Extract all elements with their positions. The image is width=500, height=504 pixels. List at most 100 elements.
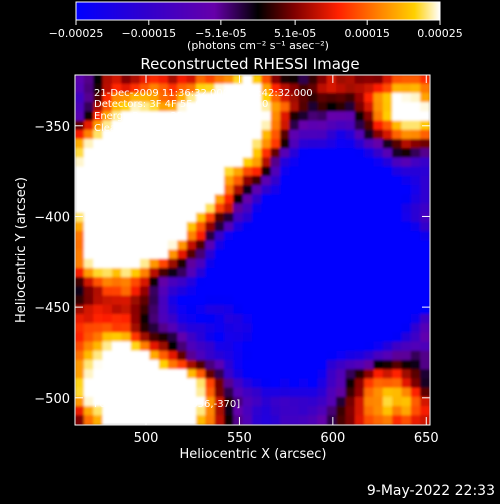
heatmap-cell xyxy=(270,102,282,113)
heatmap-cell xyxy=(401,323,412,334)
heatmap-cell xyxy=(373,129,384,140)
heatmap-cell xyxy=(139,83,151,94)
heatmap-cell xyxy=(93,387,104,398)
heatmap-cell xyxy=(270,277,282,288)
heatmap-cell xyxy=(102,415,113,425)
heatmap-cell xyxy=(252,129,263,140)
heatmap-cell xyxy=(270,378,282,389)
heatmap-cell xyxy=(280,304,291,315)
heatmap-cell xyxy=(336,138,347,150)
heatmap-cell xyxy=(177,175,188,187)
heatmap-cell xyxy=(158,286,169,297)
heatmap-cell xyxy=(354,415,366,425)
heatmap-cell xyxy=(214,360,225,371)
heatmap-cell xyxy=(139,369,151,380)
heatmap-cell xyxy=(382,360,394,371)
heatmap-cell xyxy=(280,175,291,187)
heatmap-cell xyxy=(336,175,347,187)
heatmap-cell xyxy=(111,203,123,214)
heatmap-cell xyxy=(382,212,394,223)
colorbar-tick-label: −0.00015 xyxy=(121,27,176,40)
heatmap-cell xyxy=(102,286,113,297)
heatmap-cell xyxy=(93,175,104,187)
heatmap-cell xyxy=(121,185,132,196)
heatmap-cell xyxy=(345,148,356,159)
heatmap-cell xyxy=(289,92,300,104)
heatmap-cell xyxy=(410,406,422,417)
annotation-peak-position: Position of Peak = [556,-370] xyxy=(94,399,240,410)
heatmap-cell xyxy=(382,249,394,260)
heatmap-cell xyxy=(242,378,253,389)
heatmap-cell xyxy=(364,313,375,325)
heatmap-cell xyxy=(121,295,132,306)
heatmap-cell xyxy=(382,129,394,140)
heatmap-cell xyxy=(410,277,422,288)
heatmap-cell xyxy=(158,369,169,380)
heatmap-cell xyxy=(111,313,123,325)
heatmap-cell xyxy=(167,231,179,242)
heatmap-cell xyxy=(242,138,253,150)
heatmap-cell xyxy=(83,313,95,325)
heatmap-cell xyxy=(317,148,328,159)
heatmap-cell xyxy=(149,249,160,260)
heatmap-cell xyxy=(401,129,412,140)
heatmap-cell xyxy=(111,129,123,140)
heatmap-cell xyxy=(261,129,272,140)
heatmap-cell xyxy=(214,148,225,159)
heatmap-cell xyxy=(195,396,207,408)
heatmap-cell xyxy=(401,258,412,269)
heatmap-cell xyxy=(186,360,197,371)
heatmap-cell xyxy=(420,240,430,251)
heatmap-cell xyxy=(410,129,422,140)
heatmap-cell xyxy=(289,304,300,315)
heatmap-cell xyxy=(326,396,338,408)
heatmap-cell xyxy=(373,111,384,122)
heatmap-cell xyxy=(317,157,328,168)
heatmap-cell xyxy=(382,194,394,205)
heatmap-cell xyxy=(149,378,160,389)
heatmap-cell xyxy=(93,212,104,223)
heatmap-cell xyxy=(186,258,197,269)
heatmap-cell xyxy=(308,396,319,408)
heatmap-cell xyxy=(392,148,403,159)
heatmap-cell xyxy=(261,194,272,205)
heatmap-cell xyxy=(270,295,282,306)
heatmap-cell xyxy=(167,350,179,362)
heatmap-cell xyxy=(345,341,356,352)
heatmap-cell xyxy=(401,194,412,205)
heatmap-cell xyxy=(139,286,151,297)
heatmap-cell xyxy=(354,378,366,389)
heatmap-cell xyxy=(205,83,216,94)
heatmap-cell xyxy=(83,111,95,122)
heatmap-cell xyxy=(121,415,132,425)
heatmap-cell xyxy=(420,295,430,306)
heatmap-cell xyxy=(149,102,160,113)
heatmap-cell xyxy=(102,295,113,306)
heatmap-cell xyxy=(382,83,394,94)
heatmap-cell xyxy=(121,148,132,159)
heatmap-cell xyxy=(270,360,282,371)
heatmap-cell xyxy=(261,387,272,398)
heatmap-cell xyxy=(167,102,179,113)
heatmap-cell xyxy=(130,350,141,362)
heatmap-cell xyxy=(158,249,169,260)
heatmap-cell xyxy=(111,166,123,177)
heatmap-cell xyxy=(270,286,282,297)
heatmap-cell xyxy=(186,83,197,94)
heatmap-cell xyxy=(252,120,263,131)
heatmap-cell xyxy=(261,221,272,233)
heatmap-cell xyxy=(401,111,412,122)
heatmap-cell xyxy=(420,231,430,242)
heatmap-cell xyxy=(401,203,412,214)
heatmap-cell xyxy=(326,92,338,104)
heatmap-cell xyxy=(252,83,263,94)
heatmap-cell xyxy=(280,102,291,113)
heatmap-cell xyxy=(289,157,300,168)
heatmap-cell xyxy=(223,148,235,159)
heatmap-cell xyxy=(223,258,235,269)
heatmap-cell xyxy=(83,396,95,408)
heatmap-cell xyxy=(149,157,160,168)
heatmap-cell xyxy=(261,415,272,425)
heatmap-cell xyxy=(186,304,197,315)
heatmap-cell xyxy=(233,313,244,325)
